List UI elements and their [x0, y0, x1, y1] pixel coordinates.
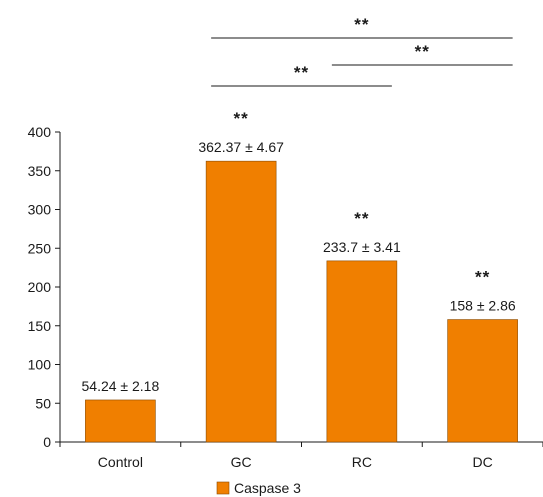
- comparison-label-gc-dc: **: [354, 15, 369, 34]
- y-tick-label-350: 350: [28, 163, 52, 179]
- significance-brackets: ** ** **: [211, 15, 513, 87]
- x-tick-label-gc: GC: [231, 454, 252, 470]
- legend: Caspase 3: [216, 480, 301, 496]
- x-axis: Control GC RC DC: [59, 441, 543, 470]
- data-label-control: 54.24 ± 2.18: [82, 378, 160, 394]
- bars: [85, 160, 518, 443]
- data-labels: 54.24 ± 2.18 362.37 ± 4.67 ** 233.7 ± 3.41 *…: [82, 109, 516, 394]
- y-tick-label-0: 0: [43, 434, 51, 450]
- legend-swatch-caspase-3: [216, 481, 230, 495]
- data-label-gc: 362.37 ± 4.67: [198, 139, 284, 155]
- y-tick-label-400: 400: [28, 124, 52, 140]
- y-tick-label-200: 200: [28, 279, 52, 295]
- x-tick-label-control: Control: [98, 454, 143, 470]
- bar-control: [85, 399, 156, 443]
- bar-dc: [447, 319, 518, 443]
- significance-dc: **: [475, 268, 490, 287]
- y-tick-label-100: 100: [28, 357, 52, 373]
- data-label-dc: 158 ± 2.86: [450, 298, 516, 314]
- data-label-rc: 233.7 ± 3.41: [323, 239, 401, 255]
- comparison-label-rc-dc: **: [415, 42, 430, 61]
- x-tick-label-dc: DC: [473, 454, 493, 470]
- significance-rc: **: [354, 209, 369, 228]
- y-tick-label-250: 250: [28, 240, 52, 256]
- y-tick-label-300: 300: [28, 202, 52, 218]
- x-tick-label-rc: RC: [352, 454, 372, 470]
- bar-rc: [326, 260, 398, 443]
- y-tick-label-150: 150: [28, 318, 52, 334]
- y-tick-label-50: 50: [35, 395, 51, 411]
- comparison-label-gc-rc: **: [294, 63, 309, 82]
- bar-gc: [205, 160, 277, 443]
- legend-label-caspase-3: Caspase 3: [234, 480, 301, 496]
- significance-gc: **: [234, 109, 249, 128]
- y-axis: 0 50 100 150 200 250 300 350 400: [28, 124, 61, 450]
